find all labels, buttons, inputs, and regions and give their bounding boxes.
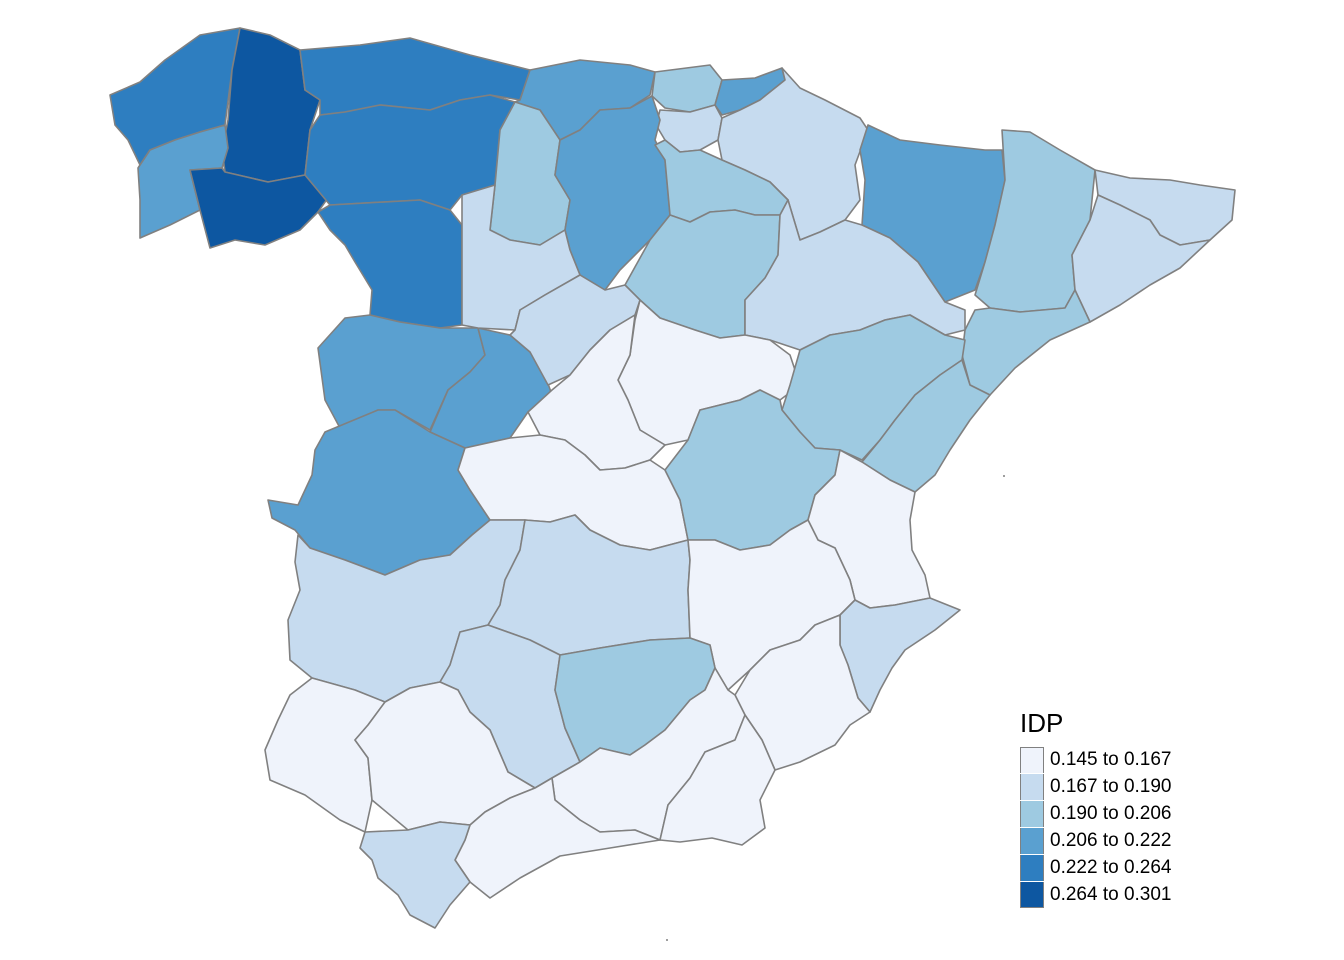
legend-label: 0.190 to 0.206 [1050, 802, 1172, 824]
legend-entry: 0.190 to 0.206 [1020, 800, 1172, 827]
legend-swatch [1020, 854, 1044, 881]
legend-title: IDP [1020, 708, 1064, 738]
legend-label: 0.167 to 0.190 [1050, 775, 1172, 797]
province-alicante [839, 597, 961, 713]
legend-entry: 0.222 to 0.264 [1020, 854, 1172, 881]
legend-label: 0.222 to 0.264 [1050, 856, 1172, 878]
legend-swatch [1020, 881, 1044, 908]
legend-entries: 0.145 to 0.167 0.167 to 0.190 0.190 to 0… [1020, 746, 1172, 908]
province-cadiz [359, 821, 471, 929]
legend-entry: 0.206 to 0.222 [1020, 827, 1172, 854]
province-zamora [317, 199, 463, 329]
legend: IDP 0.145 to 0.167 0.167 to 0.190 0.190 … [1020, 708, 1172, 908]
legend-swatch [1020, 746, 1044, 773]
province-murcia [734, 614, 871, 771]
province-bizkaia [651, 64, 723, 113]
province-almeria [659, 714, 776, 846]
province-araba [655, 104, 723, 153]
legend-swatch [1020, 773, 1044, 800]
legend-swatch [1020, 800, 1044, 827]
provinces-layer [109, 27, 1236, 929]
legend-entry: 0.264 to 0.301 [1020, 881, 1172, 908]
province-barcelona [1071, 194, 1211, 323]
legend-entry: 0.145 to 0.167 [1020, 746, 1172, 773]
small-dot-mark [666, 939, 668, 941]
legend-label: 0.264 to 0.301 [1050, 883, 1172, 905]
legend-swatch [1020, 827, 1044, 854]
legend-entry: 0.167 to 0.190 [1020, 773, 1172, 800]
small-dot-mark [1003, 475, 1005, 477]
legend-label: 0.145 to 0.167 [1050, 748, 1172, 770]
legend-label: 0.206 to 0.222 [1050, 829, 1172, 851]
